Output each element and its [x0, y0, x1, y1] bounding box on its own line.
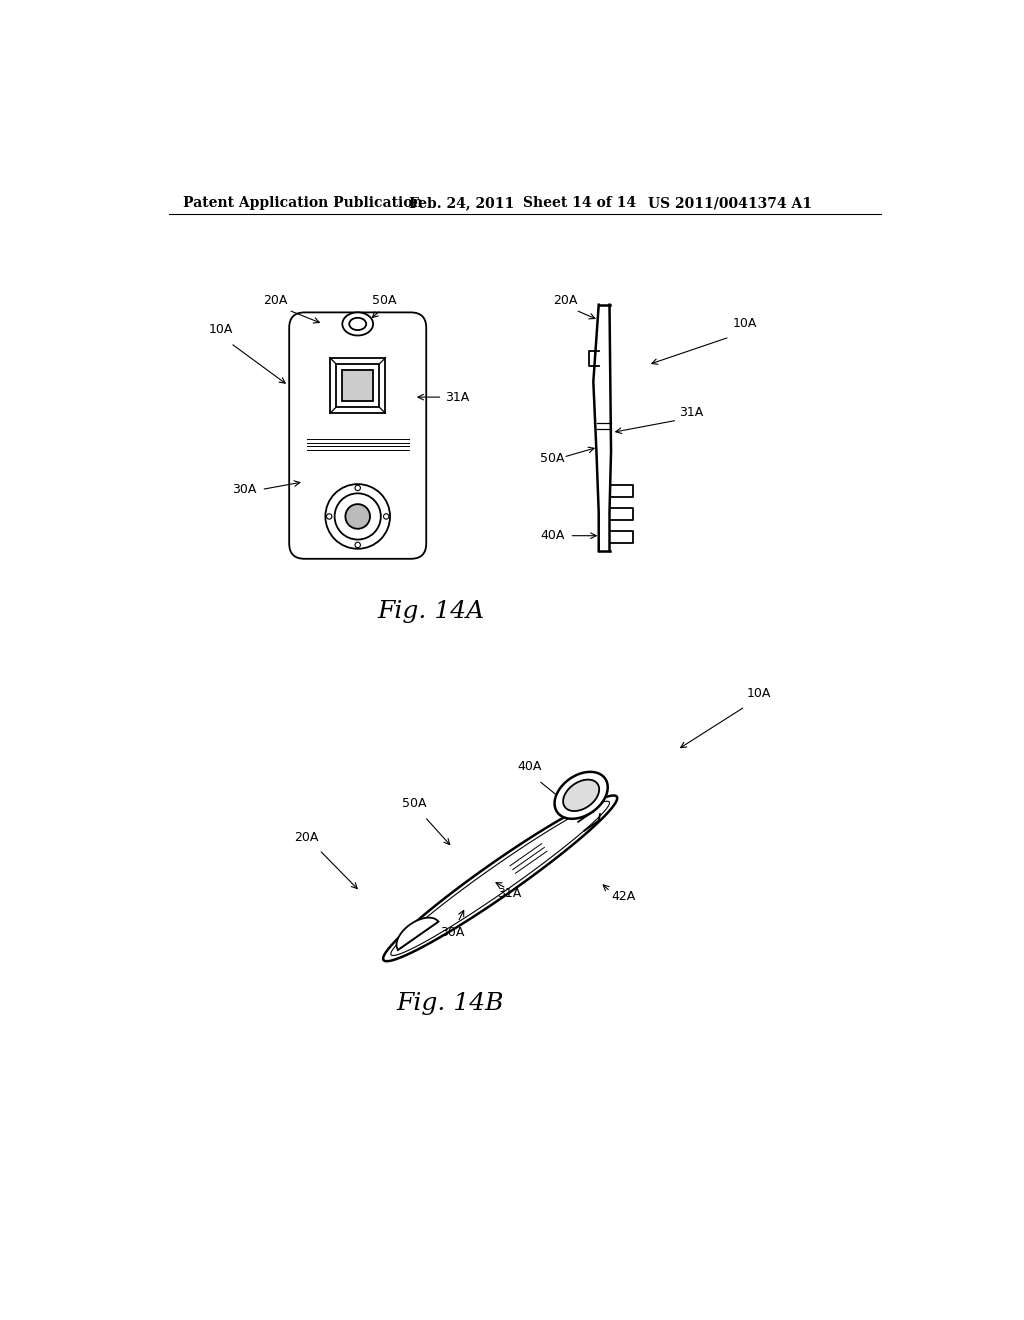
Text: 31A: 31A	[679, 407, 703, 418]
Circle shape	[355, 543, 360, 548]
Text: 50A: 50A	[541, 453, 565, 465]
Text: 50A: 50A	[401, 797, 426, 810]
Polygon shape	[342, 370, 373, 401]
Text: Sheet 14 of 14: Sheet 14 of 14	[523, 197, 636, 210]
FancyBboxPatch shape	[289, 313, 426, 558]
Text: Fig. 14A: Fig. 14A	[377, 599, 484, 623]
Circle shape	[355, 486, 360, 491]
Text: 40A: 40A	[517, 760, 542, 774]
Polygon shape	[555, 772, 607, 818]
Text: Fig. 14B: Fig. 14B	[396, 993, 504, 1015]
Text: 40A: 40A	[541, 529, 564, 543]
Text: US 2011/0041374 A1: US 2011/0041374 A1	[648, 197, 812, 210]
Polygon shape	[563, 780, 599, 810]
Text: 31A: 31A	[444, 391, 469, 404]
Circle shape	[335, 494, 381, 540]
Text: 20A: 20A	[553, 294, 578, 308]
Ellipse shape	[349, 318, 367, 330]
Text: 10A: 10A	[209, 323, 233, 335]
Text: 30A: 30A	[440, 925, 465, 939]
Circle shape	[384, 513, 389, 519]
Ellipse shape	[342, 313, 373, 335]
Polygon shape	[396, 917, 438, 950]
Text: 10A: 10A	[733, 317, 757, 330]
Text: 20A: 20A	[263, 294, 288, 308]
Circle shape	[327, 513, 332, 519]
Polygon shape	[330, 358, 385, 413]
Polygon shape	[383, 796, 617, 961]
Circle shape	[345, 504, 370, 529]
Text: Feb. 24, 2011: Feb. 24, 2011	[410, 197, 514, 210]
Text: 20A: 20A	[294, 832, 318, 843]
Text: 10A: 10A	[746, 686, 771, 700]
Text: 50A: 50A	[373, 294, 397, 308]
Circle shape	[326, 484, 390, 549]
Polygon shape	[336, 364, 379, 407]
Text: 42A: 42A	[611, 890, 636, 903]
Text: Patent Application Publication: Patent Application Publication	[183, 197, 423, 210]
Text: 30A: 30A	[232, 483, 257, 496]
Text: 31A: 31A	[498, 887, 521, 900]
